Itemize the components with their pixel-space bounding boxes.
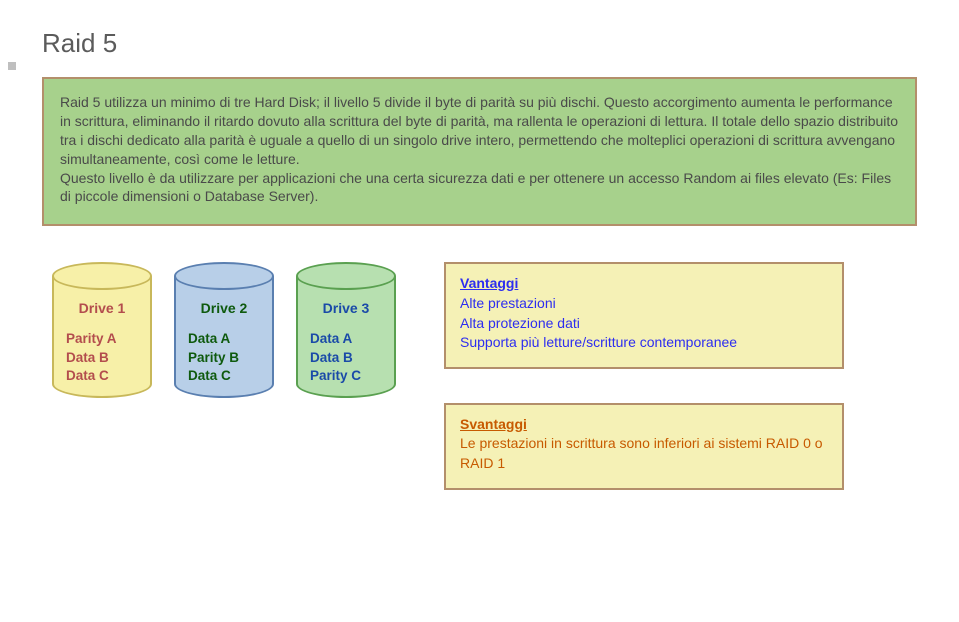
drive-label: Drive 3: [296, 300, 396, 316]
cylinder-icon: Drive 3 Data A Data B Parity C: [296, 262, 396, 402]
advantages-body: Alte prestazioniAlta protezione datiSupp…: [460, 294, 828, 353]
drive-line: Parity C: [310, 367, 361, 385]
drive-3: Drive 3 Data A Data B Parity C: [296, 262, 396, 402]
drive-line: Parity B: [188, 349, 239, 367]
drive-label: Drive 1: [52, 300, 152, 316]
drive-2: Drive 2 Data A Parity B Data C: [174, 262, 274, 402]
cylinder-icon: Drive 2 Data A Parity B Data C: [174, 262, 274, 402]
drive-contents: Parity A Data B Data C: [66, 330, 117, 385]
lower-row: Drive 1 Parity A Data B Data C Drive 2 D…: [42, 262, 917, 489]
description-text: Raid 5 utilizza un minimo di tre Hard Di…: [60, 94, 898, 204]
drive-line: Data B: [66, 349, 117, 367]
info-column: Vantaggi Alte prestazioniAlta protezione…: [444, 262, 917, 489]
page-title: Raid 5: [42, 28, 917, 59]
advantages-box: Vantaggi Alte prestazioniAlta protezione…: [444, 262, 844, 368]
drive-line: Data A: [188, 330, 239, 348]
drive-1: Drive 1 Parity A Data B Data C: [52, 262, 152, 402]
drive-label: Drive 2: [174, 300, 274, 316]
description-box: Raid 5 utilizza un minimo di tre Hard Di…: [42, 77, 917, 226]
disadvantages-title: Svantaggi: [460, 415, 828, 435]
disadvantages-body: Le prestazioni in scrittura sono inferio…: [460, 434, 828, 473]
marker: [8, 62, 16, 70]
drive-contents: Data A Data B Parity C: [310, 330, 361, 385]
drive-line: Data C: [66, 367, 117, 385]
drive-line: Parity A: [66, 330, 117, 348]
drives-group: Drive 1 Parity A Data B Data C Drive 2 D…: [52, 262, 396, 402]
disadvantages-box: Svantaggi Le prestazioni in scrittura so…: [444, 403, 844, 490]
advantages-title: Vantaggi: [460, 274, 828, 294]
drive-line: Data B: [310, 349, 361, 367]
drive-contents: Data A Parity B Data C: [188, 330, 239, 385]
slide-markers: [8, 62, 16, 320]
drive-line: Data A: [310, 330, 361, 348]
cylinder-icon: Drive 1 Parity A Data B Data C: [52, 262, 152, 402]
drive-line: Data C: [188, 367, 239, 385]
